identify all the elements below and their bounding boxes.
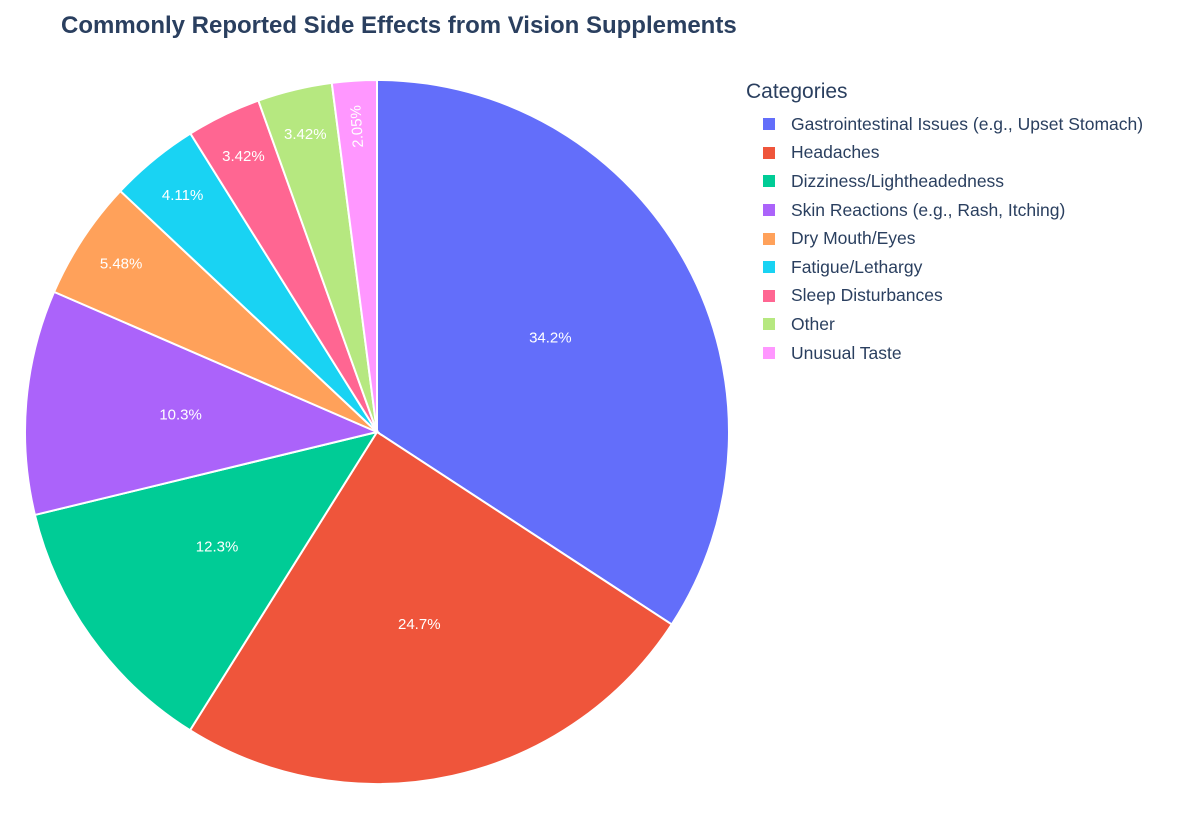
legend-item-other[interactable]: Other — [746, 310, 1143, 339]
legend-label: Fatigue/Lethargy — [791, 256, 923, 277]
legend-item-unusual-taste[interactable]: Unusual Taste — [746, 339, 1143, 368]
legend-label: Gastrointestinal Issues (e.g., Upset Sto… — [791, 113, 1144, 134]
legend-item-sleep-disturbances[interactable]: Sleep Disturbances — [746, 282, 1143, 311]
legend-label: Headaches — [791, 142, 880, 163]
legend-swatch — [763, 261, 775, 274]
slice-label-sleep-disturbances: 3.42% — [222, 148, 265, 165]
legend-label: Dry Mouth/Eyes — [791, 228, 916, 249]
legend-swatch — [763, 118, 775, 131]
legend-item-headaches[interactable]: Headaches — [746, 139, 1143, 168]
legend-item-skin-reactions-e-g-rash-itching[interactable]: Skin Reactions (e.g., Rash, Itching) — [746, 196, 1143, 225]
slice-label-skin-reactions-e-g-rash-itching: 10.3% — [159, 407, 202, 424]
legend-swatch — [763, 318, 775, 331]
slice-label-other: 3.42% — [284, 126, 327, 143]
chart-title: Commonly Reported Side Effects from Visi… — [61, 12, 737, 39]
legend-item-fatigue-lethargy[interactable]: Fatigue/Lethargy — [746, 253, 1143, 282]
slice-label-dry-mouth-eyes: 5.48% — [100, 255, 143, 272]
slice-label-dizziness-lightheadedness: 12.3% — [196, 539, 239, 556]
slice-unusual-taste[interactable] — [330, 78, 378, 433]
legend-swatch — [763, 204, 775, 217]
legend-swatch — [763, 175, 775, 188]
legend-swatch — [763, 146, 775, 159]
legend-label: Dizziness/Lightheadedness — [791, 170, 1005, 191]
slice-label-fatigue-lethargy: 4.11% — [162, 187, 203, 204]
legend: Categories Gastrointestinal Issues (e.g.… — [746, 80, 1143, 367]
legend-item-dry-mouth-eyes[interactable]: Dry Mouth/Eyes — [746, 224, 1143, 253]
slice-label-headaches: 24.7% — [398, 616, 441, 633]
legend-swatch — [763, 289, 775, 302]
slice-label-unusual-taste: 2.05% — [347, 105, 367, 149]
legend-label: Sleep Disturbances — [791, 285, 943, 306]
slice-skin-reactions-e-g-rash-itching[interactable] — [24, 290, 381, 517]
slice-dizziness-lightheadedness[interactable] — [33, 430, 380, 732]
legend-label: Other — [791, 313, 835, 334]
legend-item-gastrointestinal-issues-e-g-upset-stomach[interactable]: Gastrointestinal Issues (e.g., Upset Sto… — [746, 110, 1143, 139]
legend-title: Categories — [746, 80, 848, 103]
legend-swatch — [763, 347, 775, 360]
legend-swatch — [763, 232, 775, 245]
slice-headaches[interactable] — [188, 430, 674, 785]
legend-item-dizziness-lightheadedness[interactable]: Dizziness/Lightheadedness — [746, 167, 1143, 196]
slice-label-gastrointestinal-issues-e-g-upset-stomach: 34.2% — [529, 330, 572, 347]
legend-label: Unusual Taste — [791, 342, 902, 363]
legend-label: Skin Reactions (e.g., Rash, Itching) — [791, 199, 1066, 220]
